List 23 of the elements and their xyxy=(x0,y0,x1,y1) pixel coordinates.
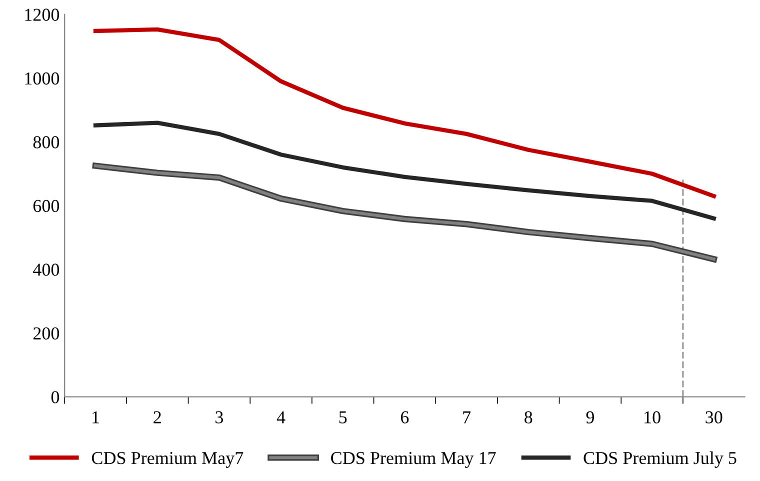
line-series xyxy=(93,27,716,198)
x-tick-label: 4 xyxy=(276,411,286,424)
legend-label: CDS Premium May7 xyxy=(92,452,244,468)
y-tick-label: 0 xyxy=(51,391,60,404)
line-series xyxy=(93,120,716,220)
x-tick-label: 9 xyxy=(586,411,594,424)
x-tick-label: 7 xyxy=(463,411,471,424)
legend-label: CDS Premium May 17 xyxy=(331,452,496,468)
x-tick-label: 8 xyxy=(524,411,532,424)
y-tick-label: 800 xyxy=(33,136,60,148)
legend-label: CDS Premium July 5 xyxy=(584,451,736,468)
y-tick-label: 400 xyxy=(33,264,60,276)
x-tick-label: 3 xyxy=(216,411,223,424)
x-tick-label: 10 xyxy=(644,411,660,424)
x-tick-label: 2 xyxy=(154,411,161,424)
y-tick-label: 200 xyxy=(33,327,60,340)
x-tick-label: 6 xyxy=(400,411,409,424)
x-tick-label: 5 xyxy=(339,411,347,424)
x-tick-label: 1 xyxy=(92,411,99,424)
y-tick-label: 600 xyxy=(33,200,60,212)
x-tick-label: 30 xyxy=(706,411,722,424)
y-tick-label: 1200 xyxy=(25,8,60,21)
y-tick-label: 1000 xyxy=(25,72,60,85)
